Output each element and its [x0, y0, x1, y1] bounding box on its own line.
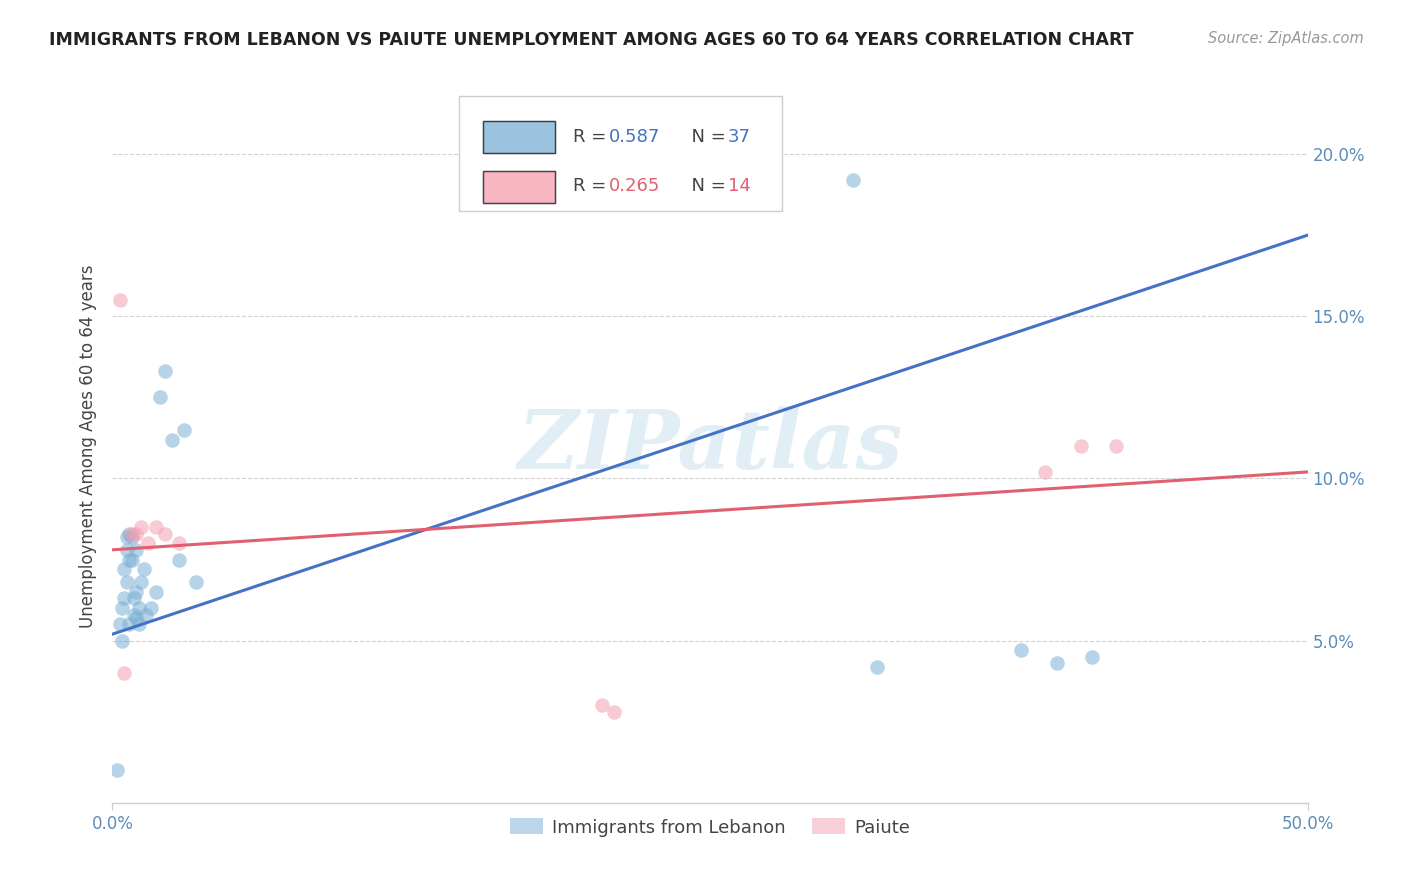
Point: [122, 591, 145, 606]
Point: [122, 607, 145, 622]
Point: [115, 530, 138, 544]
Point: [114, 591, 135, 606]
FancyBboxPatch shape: [458, 96, 782, 211]
Text: ZIPatlas: ZIPatlas: [517, 406, 903, 486]
Point: [129, 520, 152, 534]
Point: [603, 705, 626, 719]
Point: [125, 542, 148, 557]
Point: [114, 666, 135, 681]
Text: IMMIGRANTS FROM LEBANON VS PAIUTE UNEMPLOYMENT AMONG AGES 60 TO 64 YEARS CORRELA: IMMIGRANTS FROM LEBANON VS PAIUTE UNEMPL…: [49, 31, 1133, 49]
Text: N =: N =: [681, 177, 731, 194]
Point: [125, 611, 148, 625]
Point: [138, 536, 160, 550]
Point: [125, 526, 148, 541]
Point: [1081, 649, 1104, 664]
Point: [1010, 643, 1032, 657]
Point: [169, 552, 191, 566]
Point: [139, 601, 162, 615]
Point: [115, 542, 138, 557]
Point: [108, 617, 131, 632]
Point: [135, 607, 157, 622]
Point: [145, 585, 167, 599]
Point: [105, 764, 128, 778]
Point: [592, 698, 614, 713]
Point: [132, 562, 155, 576]
Y-axis label: Unemployment Among Ages 60 to 64 years: Unemployment Among Ages 60 to 64 years: [79, 264, 97, 628]
Point: [125, 585, 148, 599]
Point: [121, 530, 143, 544]
Text: 14: 14: [728, 177, 751, 194]
FancyBboxPatch shape: [484, 171, 554, 203]
Point: [173, 423, 195, 437]
Point: [153, 526, 176, 541]
Text: R =: R =: [572, 128, 612, 146]
Text: 37: 37: [728, 128, 751, 146]
Point: [118, 552, 141, 566]
Point: [153, 364, 176, 378]
Point: [169, 536, 191, 550]
Point: [128, 617, 150, 632]
Point: [1070, 439, 1092, 453]
Point: [149, 390, 172, 404]
Point: [129, 575, 152, 590]
Point: [114, 562, 135, 576]
Text: 0.587: 0.587: [609, 128, 659, 146]
FancyBboxPatch shape: [484, 121, 554, 153]
Point: [162, 433, 183, 447]
Point: [118, 526, 141, 541]
Point: [866, 659, 889, 673]
Point: [121, 526, 143, 541]
Point: [145, 520, 167, 534]
Text: R =: R =: [572, 177, 612, 194]
Point: [186, 575, 208, 590]
Text: 0.265: 0.265: [609, 177, 659, 194]
Point: [118, 617, 141, 632]
Point: [111, 633, 134, 648]
Text: Source: ZipAtlas.com: Source: ZipAtlas.com: [1208, 31, 1364, 46]
Point: [111, 601, 134, 615]
Point: [128, 601, 150, 615]
Point: [842, 173, 865, 187]
Legend: Immigrants from Lebanon, Paiute: Immigrants from Lebanon, Paiute: [503, 811, 917, 844]
Point: [1046, 657, 1069, 671]
Point: [115, 575, 138, 590]
Point: [1033, 465, 1056, 479]
Point: [108, 293, 131, 307]
Point: [1105, 439, 1128, 453]
Point: [121, 552, 143, 566]
Text: N =: N =: [681, 128, 731, 146]
